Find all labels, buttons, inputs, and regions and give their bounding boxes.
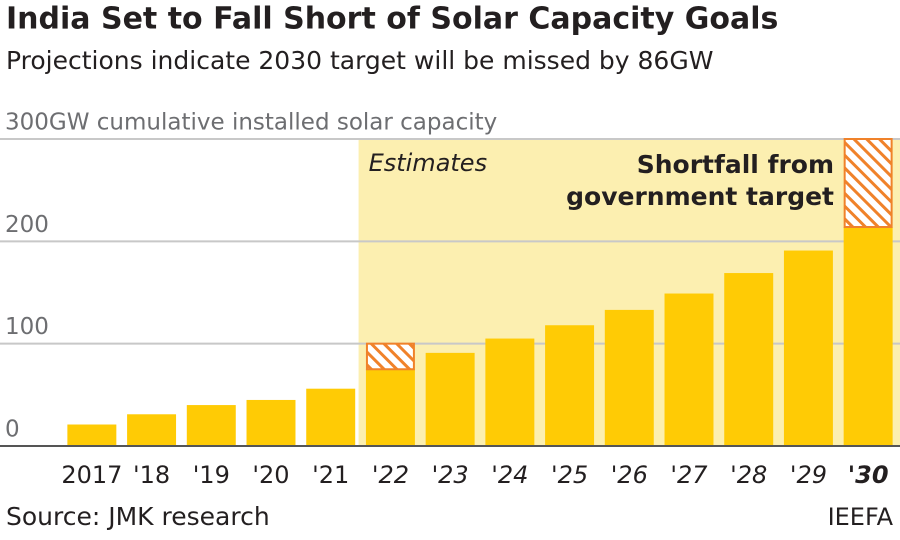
x-tick-label: '27 [670, 461, 708, 489]
bar [545, 325, 595, 446]
y-tick-label: 300GW cumulative installed solar capacit… [5, 110, 497, 136]
bar [186, 405, 236, 446]
chart-title: India Set to Fall Short of Solar Capacit… [6, 2, 778, 37]
bar [843, 227, 893, 446]
annotation: Shortfall from [637, 150, 834, 179]
bar [724, 273, 774, 446]
x-tick-label: '24 [491, 461, 528, 489]
source: Source: JMK research [6, 502, 270, 531]
chart-subtitle: Projections indicate 2030 target will be… [6, 46, 713, 75]
bar [425, 352, 475, 446]
bar [306, 388, 356, 446]
y-tick-label: 200 [5, 212, 49, 238]
x-tick-label: '18 [133, 461, 170, 489]
credit: IEEFA [828, 503, 894, 531]
bar [485, 338, 535, 446]
bar [67, 424, 117, 446]
bar [127, 414, 177, 446]
annotation: government target [566, 182, 834, 211]
y-tick-label: 100 [5, 314, 49, 340]
x-tick-label: '21 [312, 461, 349, 489]
x-tick-label: '25 [551, 461, 588, 489]
x-tick-label: '19 [193, 461, 230, 489]
shortfall-bar [843, 138, 893, 229]
bar [604, 309, 654, 446]
x-tick-label: 2017 [61, 461, 122, 489]
x-tick-label: '22 [372, 461, 409, 489]
shortfall-bar [365, 342, 415, 371]
x-tick-label: '26 [611, 461, 648, 489]
bar [365, 369, 415, 446]
y-tick-label: 0 [5, 417, 20, 443]
x-tick-label: '30 [848, 461, 889, 489]
x-tick-label: '28 [730, 461, 767, 489]
x-tick-label: '29 [790, 461, 827, 489]
x-tick-label: '23 [432, 461, 469, 489]
estimates-label: Estimates [369, 149, 488, 177]
bar [664, 293, 714, 446]
x-tick-label: '20 [252, 461, 289, 489]
bar [246, 399, 296, 446]
bar [783, 250, 833, 446]
